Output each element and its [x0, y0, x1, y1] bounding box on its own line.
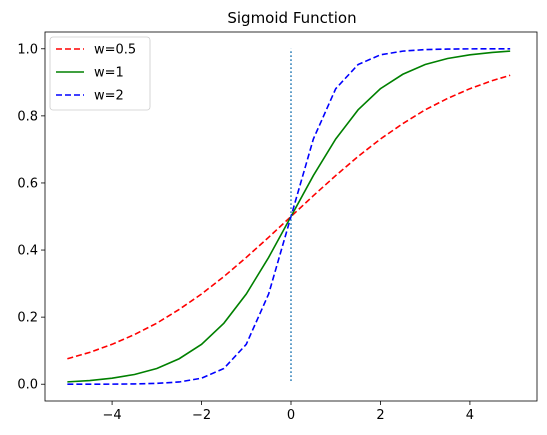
x-tick-label: 4	[466, 408, 474, 423]
axes-layer: −4 −2 0 2 4 0.0 0.2 0.4 0.6 0.8 1.0	[17, 31, 538, 423]
y-tick-label: 0.6	[17, 176, 38, 191]
chart-title: Sigmoid Function	[227, 9, 356, 27]
y-tick-label: 1.0	[17, 42, 38, 57]
y-tick-label: 0.4	[17, 244, 38, 259]
x-tick-label: −4	[103, 408, 122, 423]
y-tick-label: 0.2	[17, 311, 38, 326]
legend-box	[49, 36, 151, 111]
y-tick-label: 0.8	[17, 109, 38, 124]
legend-label: w=0.5	[94, 43, 136, 58]
x-tick-label: 2	[376, 408, 384, 423]
x-tick-label: −2	[192, 408, 211, 423]
plot-layer	[67, 47, 511, 386]
y-tick-label: 0.0	[17, 378, 38, 393]
legend-label: w=2	[94, 89, 124, 104]
legend: w=0.5 w=1 w=2	[49, 36, 151, 111]
x-tick-label: 0	[287, 408, 295, 423]
legend-label: w=1	[94, 66, 124, 81]
series-line-1	[67, 74, 511, 360]
